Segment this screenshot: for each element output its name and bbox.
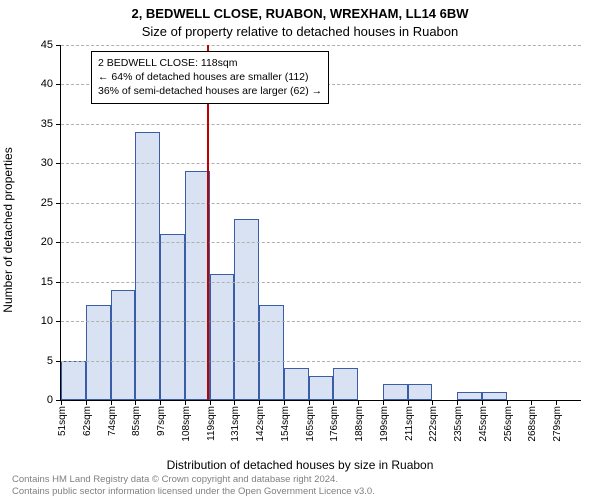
histogram-bar xyxy=(309,376,334,400)
x-tick-label: 165sqm xyxy=(305,406,316,442)
histogram-bar xyxy=(210,274,235,400)
x-tick xyxy=(61,400,62,405)
plot-area: 2 BEDWELL CLOSE: 118sqm ← 64% of detache… xyxy=(60,45,581,401)
x-tick-label: 279sqm xyxy=(552,406,563,442)
x-tick xyxy=(457,400,458,405)
y-tick xyxy=(56,242,61,243)
footer-attribution: Contains HM Land Registry data © Crown c… xyxy=(12,474,375,498)
info-line-2: ← 64% of detached houses are smaller (11… xyxy=(98,70,322,84)
info-box: 2 BEDWELL CLOSE: 118sqm ← 64% of detache… xyxy=(91,51,329,104)
x-tick xyxy=(234,400,235,405)
x-tick xyxy=(408,400,409,405)
x-tick-label: 176sqm xyxy=(329,406,340,442)
x-tick xyxy=(210,400,211,405)
y-tick-label: 30 xyxy=(41,157,53,169)
x-tick xyxy=(531,400,532,405)
x-tick xyxy=(507,400,508,405)
x-tick xyxy=(432,400,433,405)
histogram-bar xyxy=(383,384,408,400)
x-tick xyxy=(259,400,260,405)
grid-line xyxy=(61,242,581,243)
x-tick xyxy=(383,400,384,405)
y-tick-label: 45 xyxy=(41,39,53,51)
x-tick-label: 74sqm xyxy=(107,406,118,436)
grid-line xyxy=(61,163,581,164)
y-tick xyxy=(56,45,61,46)
histogram-bar xyxy=(259,305,284,400)
info-line-1: 2 BEDWELL CLOSE: 118sqm xyxy=(98,56,322,70)
x-tick-label: 62sqm xyxy=(82,406,93,436)
y-tick xyxy=(56,124,61,125)
x-tick xyxy=(135,400,136,405)
x-tick xyxy=(333,400,334,405)
y-tick-label: 10 xyxy=(41,315,53,327)
x-axis-label: Distribution of detached houses by size … xyxy=(0,458,600,472)
chart-title-main: 2, BEDWELL CLOSE, RUABON, WREXHAM, LL14 … xyxy=(0,6,600,21)
x-tick-label: 256sqm xyxy=(503,406,514,442)
histogram-bar xyxy=(284,368,309,400)
grid-line xyxy=(61,361,581,362)
histogram-bar xyxy=(86,305,111,400)
x-tick xyxy=(284,400,285,405)
x-tick xyxy=(556,400,557,405)
x-tick-label: 188sqm xyxy=(354,406,365,442)
y-tick xyxy=(56,321,61,322)
x-tick-label: 235sqm xyxy=(453,406,464,442)
x-tick xyxy=(309,400,310,405)
y-tick-label: 40 xyxy=(41,78,53,90)
y-tick xyxy=(56,361,61,362)
grid-line xyxy=(61,124,581,125)
histogram-bar xyxy=(160,234,185,400)
x-tick-label: 222sqm xyxy=(428,406,439,442)
y-tick-label: 15 xyxy=(41,276,53,288)
info-line-3: 36% of semi-detached houses are larger (… xyxy=(98,84,322,98)
histogram-bar xyxy=(408,384,433,400)
y-tick xyxy=(56,203,61,204)
x-tick xyxy=(358,400,359,405)
y-tick-label: 25 xyxy=(41,197,53,209)
grid-line xyxy=(61,282,581,283)
x-tick-label: 85sqm xyxy=(131,406,142,436)
x-tick-label: 245sqm xyxy=(478,406,489,442)
x-tick-label: 51sqm xyxy=(57,406,68,436)
y-tick xyxy=(56,163,61,164)
histogram-bar xyxy=(234,219,259,400)
x-tick xyxy=(482,400,483,405)
histogram-bar xyxy=(457,392,482,400)
x-tick xyxy=(185,400,186,405)
y-tick-label: 0 xyxy=(47,394,53,406)
x-tick-label: 211sqm xyxy=(404,406,415,441)
x-tick-label: 142sqm xyxy=(255,406,266,442)
y-tick-label: 35 xyxy=(41,118,53,130)
x-tick xyxy=(86,400,87,405)
histogram-bar xyxy=(111,290,136,400)
x-tick-label: 131sqm xyxy=(230,406,241,442)
footer-line-2: Contains public sector information licen… xyxy=(12,486,375,498)
x-tick-label: 108sqm xyxy=(181,406,192,442)
chart-container: 2, BEDWELL CLOSE, RUABON, WREXHAM, LL14 … xyxy=(0,0,600,500)
chart-title-sub: Size of property relative to detached ho… xyxy=(0,24,600,39)
grid-line xyxy=(61,321,581,322)
x-tick-label: 119sqm xyxy=(206,406,217,441)
x-tick-label: 97sqm xyxy=(156,406,167,436)
x-tick-label: 268sqm xyxy=(527,406,538,442)
histogram-bar xyxy=(482,392,507,400)
grid-line xyxy=(61,203,581,204)
x-tick xyxy=(160,400,161,405)
y-tick-label: 20 xyxy=(41,236,53,248)
y-tick xyxy=(56,282,61,283)
y-tick-label: 5 xyxy=(47,355,53,367)
x-tick-label: 154sqm xyxy=(280,406,291,442)
grid-line xyxy=(61,45,581,46)
y-axis-label: Number of detached properties xyxy=(1,147,15,312)
y-tick xyxy=(56,84,61,85)
histogram-bar xyxy=(61,361,86,400)
x-tick xyxy=(111,400,112,405)
x-tick-label: 199sqm xyxy=(379,406,390,442)
footer-line-1: Contains HM Land Registry data © Crown c… xyxy=(12,474,375,486)
histogram-bar xyxy=(333,368,358,400)
